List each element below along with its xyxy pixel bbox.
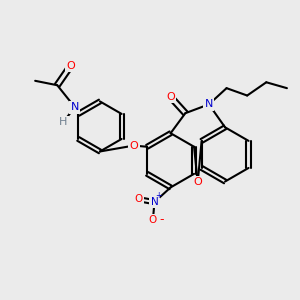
Text: O: O (149, 215, 157, 225)
Text: N: N (151, 197, 158, 207)
Text: -: - (159, 213, 164, 226)
Text: +: + (155, 191, 161, 200)
Text: O: O (129, 141, 138, 151)
Text: O: O (166, 92, 175, 102)
Text: N: N (71, 102, 79, 112)
Text: H: H (59, 117, 67, 127)
Text: O: O (193, 177, 202, 188)
Text: N: N (205, 99, 213, 110)
Text: O: O (134, 194, 142, 204)
Text: O: O (66, 61, 75, 71)
